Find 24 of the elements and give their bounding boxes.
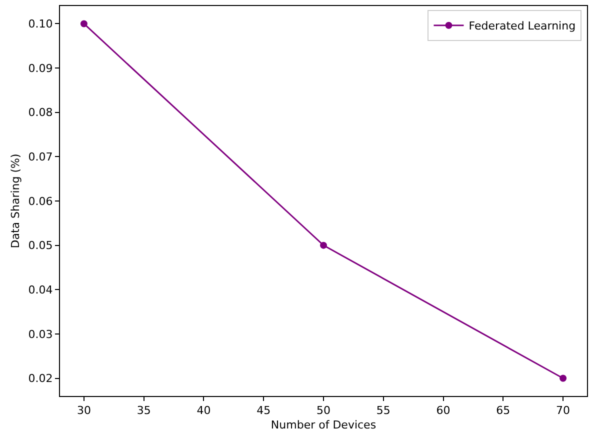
x-axis-title: Number of Devices: [270, 418, 376, 432]
point: [320, 242, 327, 249]
x-tick-label: 45: [256, 404, 271, 418]
point: [560, 374, 567, 382]
x-tick-label: 40: [196, 404, 211, 418]
y-tick-label: 0.09: [28, 62, 53, 75]
y-tick-label: 0.02: [28, 372, 53, 386]
legend-label: Federated Learning: [468, 20, 576, 33]
x-tick-label: 50: [316, 404, 330, 418]
y-tick-label: 0.10: [28, 18, 53, 31]
x-tick-label: 55: [376, 404, 390, 418]
y-tick-label: 0.03: [28, 328, 53, 341]
y-axis-title: Data Sharing (%): [8, 154, 22, 248]
y-tick-label: 0.06: [28, 194, 53, 208]
x-tick-label: 70: [556, 404, 570, 418]
y-tick-label: 0.08: [28, 106, 53, 120]
y-tick-label: 0.05: [28, 239, 53, 252]
x-tick-label: 35: [136, 404, 151, 418]
point: [80, 20, 88, 28]
x-tick-label: 30: [76, 404, 91, 418]
y-tick-label: 0.07: [28, 150, 53, 164]
x-tick-label: 65: [496, 404, 510, 418]
x-tick-label: 60: [436, 404, 450, 418]
y-tick-label: 0.04: [28, 283, 53, 296]
